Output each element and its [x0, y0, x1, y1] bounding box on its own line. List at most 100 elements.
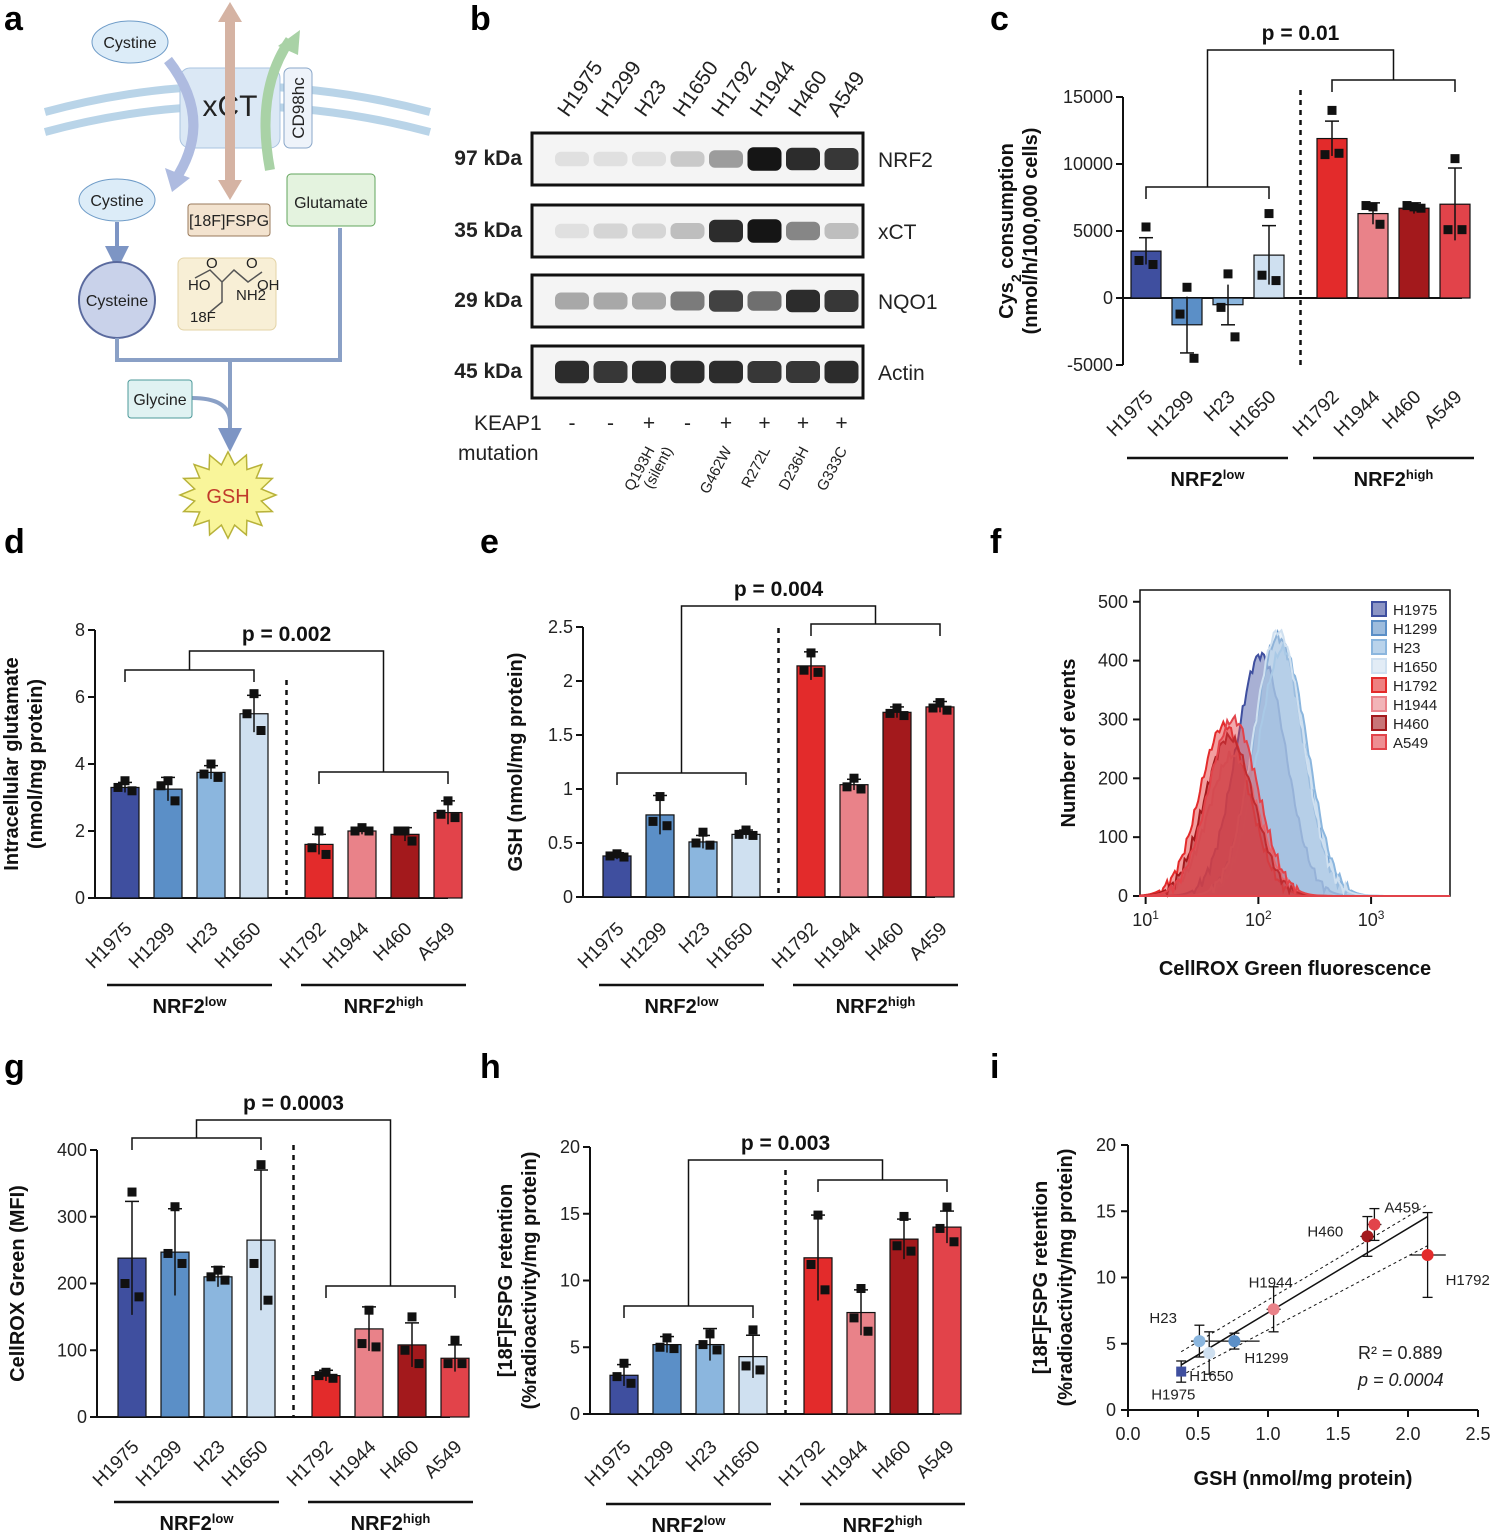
category-label-H1299: H1299	[132, 1437, 186, 1491]
category-label-H1975: H1975	[89, 1437, 143, 1491]
category-label-A549: A549	[912, 1437, 958, 1483]
keap1-mutation-H1944: R272L	[738, 444, 774, 491]
y-tick-label: 0	[570, 1404, 580, 1424]
band-xCT-H1975	[555, 223, 589, 239]
point-H1299	[662, 1333, 672, 1343]
band-NRF2-A549	[824, 148, 859, 170]
point-H460	[414, 1359, 424, 1369]
point-H1944	[1267, 1303, 1280, 1316]
point-H1975	[127, 786, 137, 796]
point-H1299	[170, 796, 180, 806]
point-H1944	[357, 823, 367, 833]
struct-label-nh2: NH2	[236, 287, 266, 304]
point-H23	[691, 838, 701, 848]
fspg-structure-bonds	[194, 268, 263, 313]
point-A549	[443, 1359, 453, 1369]
bracket-high	[810, 623, 941, 636]
keap1-status-A549: +	[835, 412, 847, 435]
y-tick-label: 2	[563, 671, 573, 691]
y-tick-label: 20	[560, 1137, 580, 1157]
cd98hc-label: CD98hc	[289, 77, 308, 139]
point-H1792	[314, 1371, 324, 1381]
y-tick-label: 300	[1098, 709, 1128, 729]
y-tick-label: 15	[560, 1204, 580, 1224]
point-H23	[1223, 269, 1233, 279]
histogram-A549	[1139, 713, 1450, 897]
point-A549	[443, 796, 453, 806]
category-label-H1650: H1650	[710, 1437, 764, 1491]
cystine-inside	[78, 178, 156, 222]
category-label-H460: H460	[1379, 387, 1426, 434]
group-label-high: NRF2high	[351, 1511, 431, 1536]
category-label-H1975: H1975	[82, 919, 136, 973]
y-tick-label: 1.5	[548, 725, 573, 745]
point-H1975	[1148, 260, 1158, 269]
category-label-H460: H460	[377, 1437, 424, 1484]
y-axis-label: Intracellular glutamate	[1, 657, 23, 870]
x-axis-label: GSH (nmol/mg protein)	[1194, 1468, 1413, 1490]
point-H1944	[842, 782, 852, 792]
point-H1650	[755, 1365, 765, 1375]
point-H1299	[655, 792, 665, 802]
point-H1975	[605, 851, 615, 861]
panel-label-g: g	[4, 1048, 25, 1086]
bar-H460	[1398, 207, 1430, 299]
legend-label-A549: A549	[1393, 735, 1428, 752]
glycine-label: Glycine	[133, 392, 186, 409]
point-H1650	[748, 1325, 758, 1335]
legend-swatch-H460	[1371, 715, 1387, 731]
cd98hc-box	[283, 67, 313, 149]
bracket-low	[131, 1137, 262, 1150]
y-tick-label: 400	[1098, 651, 1128, 671]
mutation-label: mutation	[458, 442, 539, 465]
category-label-H1650: H1650	[218, 1437, 272, 1491]
category-label-H1975: H1975	[574, 919, 628, 973]
point-H1975	[612, 849, 622, 859]
point-H1792	[806, 648, 816, 658]
legend-label-H1975: H1975	[1393, 602, 1437, 619]
bracket-top	[195, 1119, 392, 1286]
point-H1944	[364, 1305, 374, 1315]
point-A549	[1443, 225, 1453, 235]
category-label-H1299: H1299	[1144, 387, 1198, 441]
group-label-high: NRF2high	[836, 994, 916, 1019]
category-label-H1299: H1299	[125, 919, 179, 973]
bar-H23	[688, 841, 718, 898]
x-tick-label: 1.5	[1325, 1424, 1350, 1444]
band-NQO1-H460	[786, 289, 820, 313]
point-H1944	[849, 773, 859, 783]
category-label-H1299: H1299	[617, 919, 671, 973]
point-H1792	[820, 1285, 830, 1295]
bracket-low	[616, 772, 747, 785]
category-label-H1650: H1650	[703, 919, 757, 973]
point-H1944	[849, 1313, 859, 1323]
x-tick-label: 103	[1358, 908, 1385, 930]
bar-H460	[889, 1238, 919, 1415]
y-axis-label: [18F]FSPG retention	[495, 1184, 517, 1377]
lane-label-A549: A549	[823, 67, 870, 120]
point-H1975	[626, 1378, 636, 1388]
p-value: p = 0.003	[741, 1132, 830, 1155]
keap1-mutation-row: Q193H(silent) G462W R272L D236H G333C	[621, 443, 851, 497]
point-H1975	[1141, 222, 1151, 232]
bracket-top	[687, 1159, 884, 1306]
p-value: p = 0.01	[1262, 22, 1340, 45]
point-H1792	[1334, 148, 1344, 158]
point-H1299	[177, 1258, 187, 1268]
point-A549	[942, 1202, 952, 1212]
category-label-H1792: H1792	[283, 1437, 337, 1491]
point-H1944	[856, 1284, 866, 1294]
x-tick-label: 1.0	[1255, 1424, 1280, 1444]
y-tick-label: 4	[75, 754, 85, 774]
bar-H1944	[347, 830, 377, 899]
gsh-starburst	[178, 450, 278, 540]
bracket-high	[817, 1179, 948, 1192]
point-H1944	[863, 1326, 873, 1336]
category-label-H1650: H1650	[1226, 387, 1280, 441]
point-H460	[407, 836, 417, 846]
category-label-H1944: H1944	[811, 918, 866, 973]
panel-label-a: a	[4, 0, 24, 38]
point-label-H1944: H1944	[1249, 1274, 1293, 1291]
